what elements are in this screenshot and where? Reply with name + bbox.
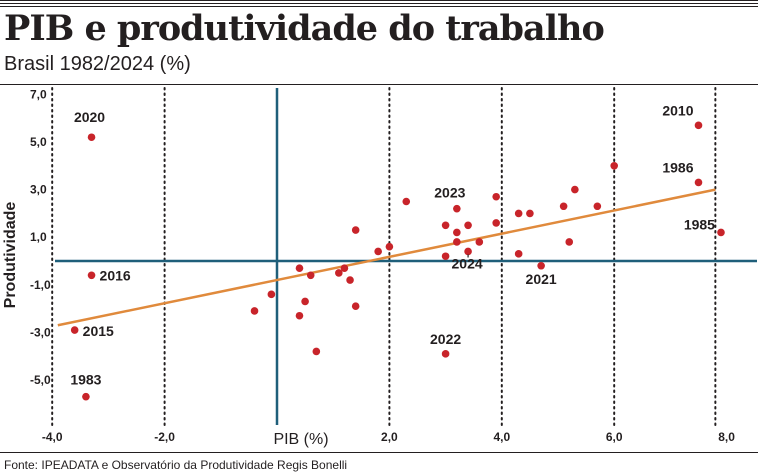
point-40 [267, 290, 276, 299]
y-tick-label-1: 1,0 [30, 230, 47, 244]
point-37 [301, 297, 309, 306]
point-label-2024: 2024 [452, 255, 483, 271]
x-axis-title: PIB (%) [273, 431, 328, 448]
point-label-1985: 1985 [684, 216, 715, 232]
point-2010 [694, 121, 703, 130]
x-tick-label-m2: -2,0 [154, 430, 175, 444]
point-41 [250, 307, 259, 315]
point-label-2010: 2010 [662, 102, 693, 118]
point-31 [351, 226, 360, 234]
top-rule [0, 0, 758, 9]
page-subtitle: Brasil 1982/2024 (%) [4, 53, 191, 75]
point-21 [464, 221, 472, 230]
point-label-2015: 2015 [83, 323, 114, 339]
point-25 [441, 252, 450, 261]
y-tick-label-m5: -5,0 [30, 373, 51, 387]
point-17 [526, 209, 534, 218]
gridlines [51, 87, 717, 426]
point-30 [374, 247, 382, 256]
point-label-2016: 2016 [100, 267, 131, 283]
point-label-2022: 2022 [430, 331, 461, 347]
footer-divider [0, 452, 758, 453]
point-labels: 2010 1986 1985 2020 2016 2015 1983 2023 2024 2021… [70, 102, 715, 387]
point-32 [340, 264, 349, 272]
point-39 [351, 302, 360, 311]
point-38 [295, 311, 304, 320]
point-1986 [694, 178, 703, 187]
x-tick-label-m4: -4,0 [42, 430, 63, 444]
point-27 [565, 238, 574, 246]
point-29 [385, 242, 394, 251]
point-15 [559, 202, 568, 211]
point-26 [514, 250, 523, 258]
point-label-1983: 1983 [70, 372, 101, 388]
source-note: Fonte: IPEADATA e Observatório da Produt… [4, 458, 348, 472]
header-divider [0, 84, 758, 85]
data-points [70, 121, 725, 401]
point-18 [492, 192, 500, 201]
trend-line-group [57, 188, 716, 327]
y-tick-label-7: 7,0 [30, 87, 47, 101]
x-tick-label-6: 6,0 [606, 430, 623, 444]
point-24 [475, 238, 484, 246]
page-title: PIB e produtividade do trabalho [4, 8, 605, 49]
y-tick-label-m1: -1,0 [30, 278, 51, 292]
point-label-2020: 2020 [74, 109, 105, 125]
point-33 [346, 276, 354, 284]
point-label-1986: 1986 [662, 159, 693, 175]
point-42 [312, 347, 321, 356]
point-2021 [537, 261, 545, 270]
point-23 [453, 238, 461, 246]
point-2015 [70, 326, 79, 334]
point-label-2023: 2023 [434, 185, 465, 201]
point-19 [492, 219, 500, 227]
x-tick-label-4: 4,0 [493, 430, 510, 444]
y-tick-label-5: 5,0 [30, 135, 47, 149]
point-22 [453, 228, 461, 237]
x-tick-label-8: 8,0 [718, 430, 735, 444]
point-2024 [464, 247, 472, 256]
point-14 [593, 202, 602, 211]
tick-labels: 7,0 5,0 3,0 1,0 -1,0 -3,0 -5,0 -4,0 -2,0 2,0 4,0 6,… [30, 87, 735, 444]
y-tick-label-3: 3,0 [30, 183, 47, 197]
point-36 [306, 271, 315, 280]
point-20 [441, 221, 450, 230]
point-12 [610, 162, 618, 170]
point-2016 [87, 271, 96, 280]
point-28 [402, 197, 411, 206]
point-2022 [441, 350, 450, 358]
y-axis-title: Produtividade [2, 202, 19, 309]
point-label-2021: 2021 [526, 271, 557, 287]
point-2023 [453, 204, 461, 213]
reference-axes [55, 88, 757, 425]
point-1983 [82, 392, 90, 401]
x-tick-label-2: 2,0 [381, 430, 398, 444]
point-16 [514, 209, 523, 218]
point-2020 [87, 133, 96, 142]
y-tick-label-m3: -3,0 [30, 325, 51, 339]
point-1985 [717, 228, 725, 237]
point-35 [295, 264, 304, 272]
point-34 [335, 269, 343, 277]
point-13 [571, 185, 579, 194]
trend-line [57, 188, 716, 327]
